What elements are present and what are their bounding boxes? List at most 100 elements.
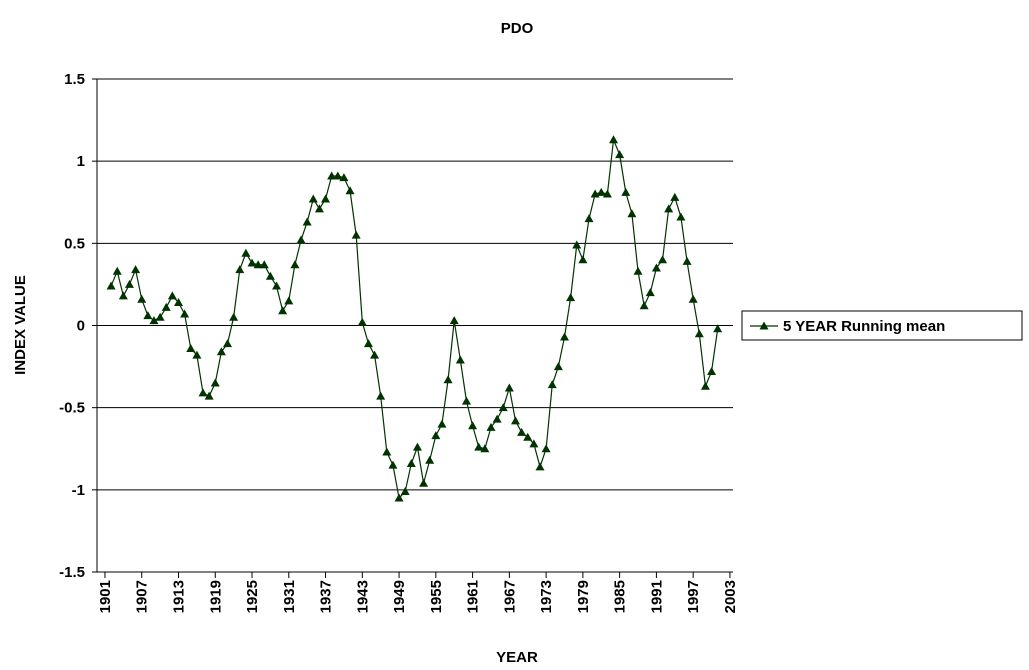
data-point <box>547 380 557 389</box>
x-tick-label: 1913 <box>170 580 187 613</box>
data-point <box>412 442 422 451</box>
data-point <box>517 427 527 436</box>
data-point <box>468 421 478 430</box>
data-point <box>198 388 208 397</box>
data-point <box>455 355 465 364</box>
data-point <box>278 306 288 315</box>
data-point <box>241 248 251 257</box>
x-tick-label: 1997 <box>685 580 702 613</box>
y-tick-label: 0.5 <box>64 235 85 252</box>
x-tick-label: 1919 <box>207 580 224 613</box>
data-point <box>186 344 196 353</box>
data-point <box>523 432 533 441</box>
data-point <box>321 194 331 203</box>
data-point <box>265 271 275 280</box>
data-point <box>210 378 220 387</box>
data-point <box>707 367 717 376</box>
data-point <box>382 447 392 456</box>
x-tick-label: 1931 <box>281 580 298 613</box>
data-point <box>425 455 435 464</box>
data-point <box>688 294 698 303</box>
data-point <box>216 347 226 356</box>
data-point <box>529 439 539 448</box>
data-point <box>713 324 723 333</box>
data-point <box>578 255 588 264</box>
data-point <box>474 442 484 451</box>
chart-title: PDO <box>501 20 534 37</box>
x-tick-label: 1937 <box>318 580 335 613</box>
data-point <box>682 256 692 265</box>
data-point <box>229 312 239 321</box>
data-point <box>486 422 496 431</box>
data-point <box>192 350 202 359</box>
data-point <box>584 214 594 223</box>
data-point <box>308 194 318 203</box>
data-point <box>492 414 502 423</box>
data-point <box>235 265 245 274</box>
data-point <box>553 362 563 371</box>
data-point <box>253 260 263 269</box>
data-point <box>504 383 514 392</box>
data-point <box>180 309 190 318</box>
y-tick-label: 1 <box>77 153 85 170</box>
data-point <box>363 339 373 348</box>
data-point <box>437 419 447 428</box>
data-point <box>118 291 128 300</box>
data-point <box>137 294 147 303</box>
data-point <box>596 187 606 196</box>
data-point <box>296 235 306 244</box>
y-tick-label: -1.5 <box>59 564 85 581</box>
data-point <box>314 204 324 213</box>
x-tick-label: 2003 <box>722 580 739 613</box>
y-tick-label: 0 <box>77 318 85 335</box>
data-point <box>333 171 343 180</box>
y-tick-label: 1.5 <box>64 71 85 88</box>
data-point <box>155 312 165 321</box>
legend-label: 5 YEAR Running mean <box>783 318 945 335</box>
data-point <box>167 291 177 300</box>
data-point <box>572 240 582 249</box>
data-point <box>223 339 233 348</box>
data-point <box>376 391 386 400</box>
data-point <box>480 444 490 453</box>
data-point <box>247 258 257 267</box>
data-point <box>143 311 153 320</box>
x-tick-label: 1967 <box>501 580 518 613</box>
data-point <box>406 459 416 468</box>
series-line <box>110 139 719 500</box>
data-point <box>566 293 576 302</box>
data-point <box>639 301 649 310</box>
data-point <box>106 281 116 290</box>
data-point <box>609 135 619 144</box>
data-point <box>357 317 367 326</box>
legend-box <box>741 310 1023 341</box>
data-point <box>694 329 704 338</box>
data-point <box>633 266 643 275</box>
x-tick-label: 1961 <box>465 580 482 613</box>
data-point <box>173 297 183 306</box>
data-point <box>131 265 141 274</box>
data-point <box>498 403 508 412</box>
data-point <box>645 288 655 297</box>
data-point <box>259 260 269 269</box>
x-tick-label: 1949 <box>391 580 408 613</box>
x-tick-label: 1973 <box>538 580 555 613</box>
data-point <box>676 212 686 221</box>
data-point <box>327 171 337 180</box>
data-point <box>204 391 214 400</box>
data-point <box>541 444 551 453</box>
data-point <box>621 187 631 196</box>
data-point <box>339 173 349 182</box>
data-point <box>461 396 471 405</box>
data-point <box>431 431 441 440</box>
data-point <box>651 263 661 272</box>
data-point <box>670 192 680 201</box>
data-point <box>351 230 361 239</box>
data-point <box>443 375 453 384</box>
x-tick-label: 1943 <box>354 580 371 613</box>
data-point <box>658 255 668 264</box>
data-point <box>302 217 312 226</box>
x-tick-label: 1991 <box>648 580 665 613</box>
data-point <box>560 332 570 341</box>
